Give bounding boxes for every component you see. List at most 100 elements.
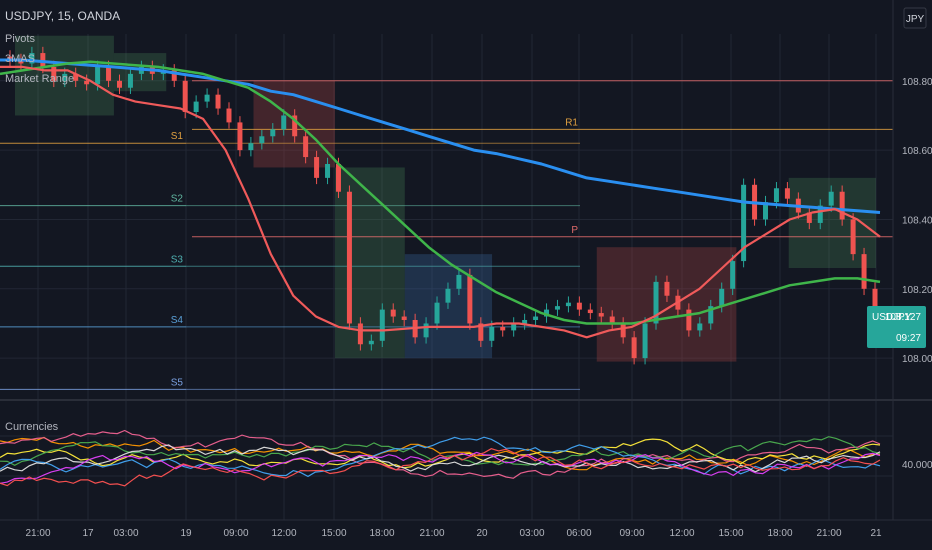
indicator-pivots[interactable]: Pivots <box>5 33 35 45</box>
symbol-title: USDJPY, 15, OANDA <box>5 9 120 23</box>
candle-body <box>719 288 725 307</box>
candle-body <box>489 326 495 341</box>
candle-body <box>817 205 823 223</box>
candle-body <box>29 53 35 64</box>
candle-body <box>292 115 298 137</box>
candle-body <box>511 323 517 331</box>
pivot-label: S1 <box>171 131 184 142</box>
candle-body <box>127 73 133 88</box>
currency-line <box>0 448 881 487</box>
candle-body <box>686 309 692 331</box>
moving-averages <box>0 58 881 339</box>
currency-button[interactable]: JPY <box>903 7 927 29</box>
candle-body <box>828 191 834 206</box>
ma-slow-line <box>0 58 881 214</box>
candle-body <box>631 337 637 359</box>
currency-line <box>0 438 881 469</box>
candle-body <box>204 94 210 102</box>
time-tick-label: 18:00 <box>767 528 792 539</box>
time-tick-label: 09:00 <box>619 528 644 539</box>
candle-body <box>401 316 407 320</box>
currency-line <box>0 429 881 479</box>
candle-body <box>730 261 736 289</box>
candle-body <box>7 56 13 60</box>
candle-body <box>609 316 615 324</box>
candle-body <box>215 94 221 109</box>
last-price-value: 108.127 <box>885 312 922 323</box>
candle-body <box>237 122 243 151</box>
pivot-label: P <box>571 225 578 236</box>
currency-line <box>0 444 881 473</box>
candle-body <box>806 212 812 223</box>
candle-body <box>741 184 747 262</box>
candle-body <box>478 323 484 341</box>
candle-body <box>40 53 46 67</box>
candle-body <box>281 115 287 130</box>
range-box <box>596 247 737 362</box>
indicator-currencies[interactable]: Currencies <box>5 421 59 433</box>
candle-body <box>379 309 385 341</box>
pivot-label: S3 <box>171 254 184 265</box>
candle-body <box>390 309 396 317</box>
candle-body <box>18 60 24 64</box>
candle-body <box>368 340 374 345</box>
candle-body <box>522 320 528 324</box>
candle-body <box>116 80 122 88</box>
candle-body <box>872 288 878 317</box>
indicator-market-range[interactable]: Market Range <box>5 73 74 85</box>
ma-mid-line <box>0 60 881 325</box>
price-tick-label: 108.000 <box>902 354 932 365</box>
price-axis[interactable]: 108.800 108.600 108.400 108.200 108.000 40.00… <box>902 77 932 471</box>
last-price-symbol: USDJPY <box>872 312 912 323</box>
time-axis[interactable]: 21:00 17 03:00 19 09:00 12:00 15:00 18:00 21:00 2… <box>25 528 882 539</box>
currency-button-frame[interactable] <box>903 7 927 29</box>
candle-body <box>270 129 276 137</box>
candle-body <box>73 73 79 81</box>
currency-button-label[interactable]: JPY <box>906 14 925 25</box>
pivot-label: R1 <box>565 117 578 128</box>
price-tick-label: 108.800 <box>902 77 932 88</box>
currencies-pane[interactable] <box>0 429 893 487</box>
pane-separator <box>0 0 932 521</box>
time-tick-label: 12:00 <box>669 528 694 539</box>
candle-body <box>456 274 462 289</box>
candle-body <box>697 323 703 331</box>
last-price-badge <box>867 306 926 348</box>
time-tick-label: 09:00 <box>223 528 248 539</box>
last-price-label: USDJPY 108.127 09:27 <box>867 306 926 348</box>
candle-body <box>226 108 232 123</box>
currency-line <box>0 436 881 471</box>
pivot-label: S5 <box>171 377 184 388</box>
time-tick-label: 15:00 <box>718 528 743 539</box>
time-tick-label: 19 <box>180 528 192 539</box>
time-tick-label: 15:00 <box>321 528 346 539</box>
candle-body <box>445 288 451 303</box>
currency-line <box>0 451 881 484</box>
candle-body <box>423 323 429 338</box>
candle-body <box>51 66 57 81</box>
candle-body <box>182 80 188 112</box>
candle-body <box>357 323 363 345</box>
candle-body <box>500 326 506 331</box>
time-tick-label: 03:00 <box>519 528 544 539</box>
candle-body <box>303 136 309 158</box>
candle-body <box>335 164 341 192</box>
candle-body <box>554 306 560 310</box>
bar-countdown: 09:27 <box>896 333 921 344</box>
candle-body <box>576 302 582 310</box>
time-tick-label: 20 <box>476 528 488 539</box>
time-tick-label: 21:00 <box>419 528 444 539</box>
candle-body <box>171 70 177 81</box>
candle-body <box>467 274 473 324</box>
price-tick-label: 108.200 <box>902 285 932 296</box>
range-box <box>334 167 405 359</box>
candle-body <box>259 136 265 144</box>
indicator-3mas[interactable]: 3MAS <box>5 53 35 65</box>
candles <box>7 46 878 365</box>
candle-body <box>95 66 101 85</box>
ma-fast-line <box>0 65 881 339</box>
candle-body <box>598 313 604 317</box>
candle-body <box>763 202 769 220</box>
